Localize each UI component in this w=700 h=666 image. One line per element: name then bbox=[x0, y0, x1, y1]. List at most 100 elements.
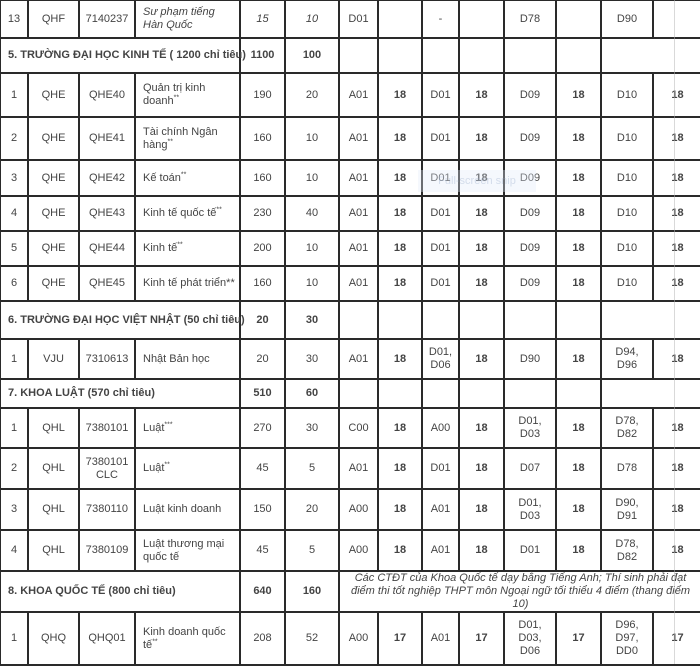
subject-combination: A01 bbox=[338, 338, 379, 380]
subject-combination: D01 bbox=[421, 230, 460, 267]
min-score: 18 bbox=[377, 116, 423, 161]
min-score: 18 bbox=[652, 529, 700, 572]
min-score: 18 bbox=[555, 195, 602, 232]
subject-combination: D10 bbox=[600, 195, 654, 232]
quota-1: 270 bbox=[239, 407, 286, 449]
subject-combination: A01 bbox=[421, 488, 460, 531]
program-row: 3 QHL 7380110 Luật kinh doanh 150 20 A00 18 A01 1… bbox=[0, 488, 700, 531]
min-score: 18 bbox=[377, 407, 423, 449]
min-score: 18 bbox=[652, 338, 700, 380]
subject-combination: - bbox=[421, 0, 460, 39]
quota-1: 208 bbox=[239, 611, 286, 666]
min-score: 18 bbox=[377, 230, 423, 267]
quota-1: 640 bbox=[239, 570, 286, 613]
min-score: 18 bbox=[555, 116, 602, 161]
empty-cell bbox=[377, 37, 423, 74]
program-row: 1 QHL 7380101 Luật*** 270 30 C00 18 A00 18 D01, D0… bbox=[0, 407, 700, 449]
quota-1: 20 bbox=[239, 338, 286, 380]
min-score: 18 bbox=[555, 529, 602, 572]
row-number: 2 bbox=[0, 116, 29, 161]
section-title: 5. TRƯỜNG ĐẠI HỌC KINH TẾ ( 1200 chỉ tiê… bbox=[0, 37, 246, 74]
min-score: 18 bbox=[555, 447, 602, 490]
empty-cell bbox=[555, 378, 602, 409]
subject-combination: D01, D03, D06 bbox=[503, 611, 557, 666]
subject-combination: D09 bbox=[503, 159, 557, 197]
program-code: 7380101 bbox=[78, 407, 136, 449]
min-score: 18 bbox=[652, 447, 700, 490]
subject-combination: D90, D91 bbox=[600, 488, 654, 531]
min-score: 18 bbox=[377, 529, 423, 572]
subject-combination: D10 bbox=[600, 159, 654, 197]
min-score: 18 bbox=[377, 338, 423, 380]
min-score: 17 bbox=[377, 611, 423, 666]
min-score: 18 bbox=[377, 195, 423, 232]
min-score: 18 bbox=[458, 447, 505, 490]
quota-2: 20 bbox=[284, 72, 340, 118]
quota-1: 20 bbox=[239, 300, 286, 340]
empty-cell bbox=[338, 37, 379, 74]
program-code: 7380109 bbox=[78, 529, 136, 572]
program-code: QHE42 bbox=[78, 159, 136, 197]
subject-combination: D90 bbox=[600, 0, 654, 39]
school-code: QHE bbox=[27, 265, 80, 302]
quota-2: 40 bbox=[284, 195, 340, 232]
quota-2: 30 bbox=[284, 300, 340, 340]
subject-combination: D01 bbox=[503, 529, 557, 572]
subject-combination: D01 bbox=[421, 116, 460, 161]
quota-2: 10 bbox=[284, 116, 340, 161]
quota-2: 160 bbox=[284, 570, 340, 613]
note-marker: ** bbox=[164, 461, 170, 469]
min-score: 18 bbox=[555, 265, 602, 302]
section-header-row: 8. KHOA QUỐC TẾ (800 chỉ tiêu) 640 160 Các … bbox=[0, 570, 700, 613]
min-score: 18 bbox=[652, 407, 700, 449]
subject-combination: D90 bbox=[503, 338, 557, 380]
section-title: 7. KHOA LUẬT (570 chỉ tiêu) bbox=[0, 378, 241, 409]
min-score bbox=[377, 0, 423, 39]
subject-combination: A01 bbox=[338, 447, 379, 490]
subject-combination: A00 bbox=[421, 407, 460, 449]
min-score: 18 bbox=[652, 265, 700, 302]
program-name: Nhật Bản học bbox=[134, 338, 241, 380]
empty-cell bbox=[555, 37, 602, 74]
quota-1: 160 bbox=[239, 116, 286, 161]
program-row: 5 QHE QHE44 Kinh tế** 200 10 A01 18 D01 18 D09 18 D1… bbox=[0, 230, 700, 267]
program-code: QHE43 bbox=[78, 195, 136, 232]
program-name: Luật kinh doanh bbox=[134, 488, 241, 531]
program-row: 3 QHE QHE42 Kế toán** 160 10 A01 18 D01 18 D09 18 D1… bbox=[0, 159, 700, 197]
note-marker: ** bbox=[173, 94, 180, 102]
quota-2: 30 bbox=[284, 338, 340, 380]
subject-combination: D01 bbox=[421, 447, 460, 490]
program-code: 7380110 bbox=[78, 488, 136, 531]
program-code: QHE45 bbox=[78, 265, 136, 302]
school-code: QHL bbox=[27, 407, 80, 449]
min-score: 18 bbox=[555, 159, 602, 197]
subject-combination: A01 bbox=[421, 529, 460, 572]
program-code: 7380101 CLC bbox=[78, 447, 136, 490]
school-code: QHE bbox=[27, 159, 80, 197]
subject-combination: D10 bbox=[600, 265, 654, 302]
school-code: QHL bbox=[27, 447, 80, 490]
empty-cell bbox=[377, 378, 423, 409]
min-score: 17 bbox=[458, 611, 505, 666]
quota-1: 510 bbox=[239, 378, 286, 409]
min-score: 18 bbox=[652, 488, 700, 531]
quota-1: 15 bbox=[239, 0, 286, 39]
program-row: 1 VJU 7310613 Nhật Bản học 20 30 A01 18 D01, D06… bbox=[0, 338, 700, 380]
quota-1: 45 bbox=[239, 529, 286, 572]
program-name: Kinh doanh quốc tế** bbox=[134, 611, 241, 666]
subject-combination: D09 bbox=[503, 195, 557, 232]
empty-cell bbox=[338, 378, 379, 409]
min-score: 18 bbox=[652, 195, 700, 232]
program-code: QHE44 bbox=[78, 230, 136, 267]
quota-1: 1100 bbox=[239, 37, 286, 74]
empty-cell bbox=[555, 300, 602, 340]
row-number: 4 bbox=[0, 195, 29, 232]
subject-combination: D78, D82 bbox=[600, 407, 654, 449]
row-number: 2 bbox=[0, 447, 29, 490]
empty-cell bbox=[458, 300, 505, 340]
subject-combination: A00 bbox=[338, 529, 379, 572]
min-score: 18 bbox=[555, 72, 602, 118]
min-score: 18 bbox=[377, 72, 423, 118]
subject-combination: D10 bbox=[600, 116, 654, 161]
min-score: 18 bbox=[458, 265, 505, 302]
